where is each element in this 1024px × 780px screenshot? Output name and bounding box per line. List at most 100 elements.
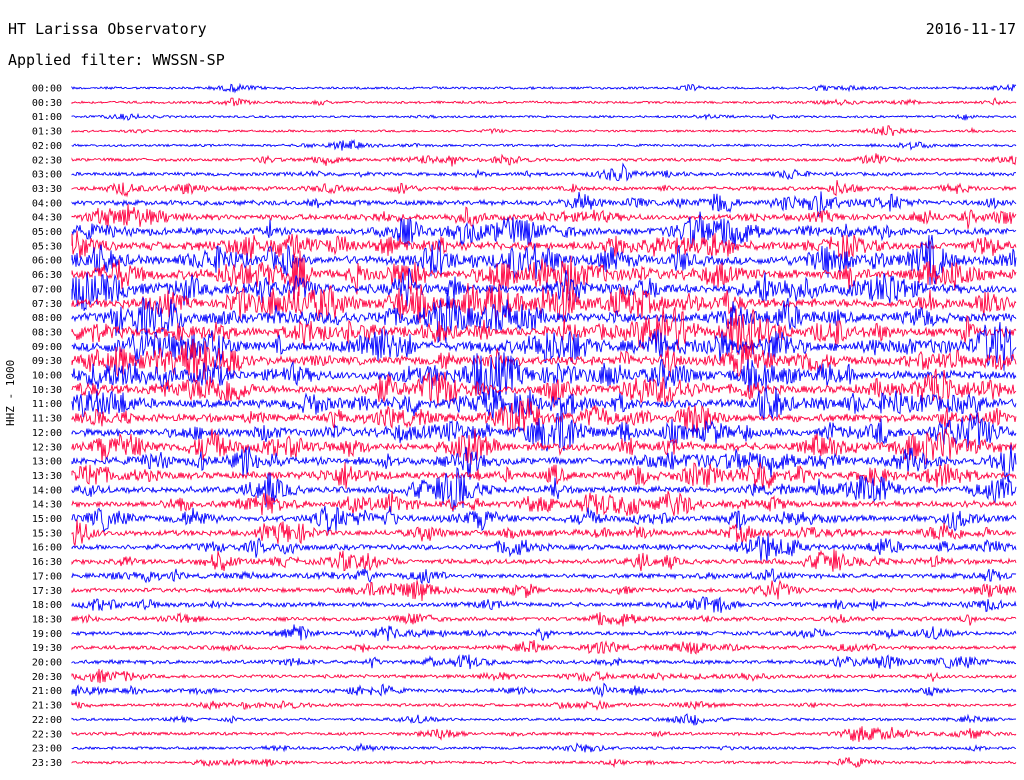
row-label-2300: 23:00 xyxy=(32,744,62,755)
row-label-2230: 22:30 xyxy=(32,729,62,740)
trace-1500 xyxy=(71,505,1017,535)
trace-0730 xyxy=(71,281,1017,329)
row-label-1500: 15:00 xyxy=(32,514,62,525)
trace-1030 xyxy=(71,368,1017,409)
trace-1230 xyxy=(71,428,1017,465)
trace-1000 xyxy=(71,352,1017,401)
row-label-0130: 01:30 xyxy=(32,127,62,138)
row-label-1430: 14:30 xyxy=(32,500,62,511)
row-label-0930: 09:30 xyxy=(32,356,62,367)
row-label-0630: 06:30 xyxy=(32,270,62,281)
row-label-1730: 17:30 xyxy=(32,586,62,597)
trace-0030 xyxy=(71,97,1017,107)
trace-0300 xyxy=(71,162,1017,182)
trace-1100 xyxy=(71,386,1017,421)
trace-0330 xyxy=(71,180,1017,198)
trace-1730 xyxy=(71,579,1017,602)
row-label-0530: 05:30 xyxy=(32,241,62,252)
trace-1800 xyxy=(71,596,1017,613)
row-label-0730: 07:30 xyxy=(32,299,62,310)
trace-1200 xyxy=(71,406,1017,452)
trace-0900 xyxy=(71,322,1017,371)
row-label-1230: 12:30 xyxy=(32,442,62,453)
trace-1830 xyxy=(71,612,1017,627)
row-label-0330: 03:30 xyxy=(32,184,62,195)
trace-1430 xyxy=(71,491,1017,516)
trace-1930 xyxy=(71,639,1017,655)
trace-1630 xyxy=(71,549,1017,572)
filter-label: Applied filter: WWSSN-SP xyxy=(8,51,225,69)
trace-2300 xyxy=(71,742,1017,753)
row-label-0400: 04:00 xyxy=(32,198,62,209)
trace-0500 xyxy=(71,211,1017,250)
row-label-1600: 16:00 xyxy=(32,543,62,554)
row-label-0430: 04:30 xyxy=(32,213,62,224)
trace-2130 xyxy=(71,699,1017,711)
trace-0430 xyxy=(71,203,1017,229)
trace-1700 xyxy=(71,568,1017,585)
row-label-1330: 13:30 xyxy=(32,471,62,482)
trace-0000 xyxy=(71,82,1017,94)
trace-1300 xyxy=(71,444,1017,482)
row-label-1000: 10:00 xyxy=(32,371,62,382)
row-label-1800: 18:00 xyxy=(32,600,62,611)
trace-0700 xyxy=(71,267,1017,311)
date-label: 2016-11-17 xyxy=(925,20,1016,38)
row-label-2200: 22:00 xyxy=(32,715,62,726)
row-label-1530: 15:30 xyxy=(32,528,62,539)
station-title: HT Larissa Observatory xyxy=(8,20,207,38)
row-label-1400: 14:00 xyxy=(32,485,62,496)
row-label-2330: 23:30 xyxy=(32,758,62,769)
row-label-1900: 19:00 xyxy=(32,629,62,640)
trace-2000 xyxy=(71,654,1017,670)
trace-0630 xyxy=(71,250,1017,300)
row-label-2100: 21:00 xyxy=(32,686,62,697)
row-labels: 00:00 00:30 01:00 01:30 02:00 02:30 03:00 03:30… xyxy=(32,84,62,769)
trace-2030 xyxy=(71,668,1017,684)
trace-2330 xyxy=(71,757,1017,769)
trace-0100 xyxy=(71,112,1017,121)
row-label-0900: 09:00 xyxy=(32,342,62,353)
row-label-0200: 02:00 xyxy=(32,141,62,152)
row-label-1630: 16:30 xyxy=(32,557,62,568)
row-label-1130: 11:30 xyxy=(32,414,62,425)
row-label-0030: 00:30 xyxy=(32,98,62,109)
seismic-traces xyxy=(71,82,1017,769)
trace-0830 xyxy=(71,307,1017,358)
trace-1600 xyxy=(71,533,1017,563)
row-label-0000: 00:00 xyxy=(32,84,62,95)
trace-0600 xyxy=(71,234,1017,286)
row-label-0500: 05:00 xyxy=(32,227,62,238)
trace-2100 xyxy=(71,682,1017,698)
trace-0200 xyxy=(71,139,1017,151)
trace-1130 xyxy=(71,398,1017,438)
trace-1400 xyxy=(71,466,1017,512)
row-label-1100: 11:00 xyxy=(32,399,62,410)
trace-0930 xyxy=(71,338,1017,383)
row-label-0600: 06:00 xyxy=(32,256,62,267)
trace-1530 xyxy=(71,519,1017,548)
trace-0530 xyxy=(71,230,1017,263)
trace-1900 xyxy=(71,624,1017,642)
row-label-2000: 20:00 xyxy=(32,658,62,669)
row-label-1300: 13:00 xyxy=(32,457,62,468)
trace-0400 xyxy=(71,191,1017,218)
row-label-0830: 08:30 xyxy=(32,327,62,338)
row-label-0700: 07:00 xyxy=(32,284,62,295)
row-label-0230: 02:30 xyxy=(32,155,62,166)
trace-2230 xyxy=(71,726,1017,742)
row-label-0100: 01:00 xyxy=(32,112,62,123)
row-label-1200: 12:00 xyxy=(32,428,62,439)
trace-0130 xyxy=(71,125,1017,137)
row-label-0800: 08:00 xyxy=(32,313,62,324)
row-label-2030: 20:30 xyxy=(32,672,62,683)
trace-0230 xyxy=(71,153,1017,167)
row-label-1930: 19:30 xyxy=(32,643,62,654)
trace-0800 xyxy=(71,292,1017,344)
row-label-1830: 18:30 xyxy=(32,614,62,625)
row-label-2130: 21:30 xyxy=(32,701,62,712)
row-label-1030: 10:30 xyxy=(32,385,62,396)
trace-2200 xyxy=(71,713,1017,726)
row-label-0300: 03:00 xyxy=(32,170,62,181)
